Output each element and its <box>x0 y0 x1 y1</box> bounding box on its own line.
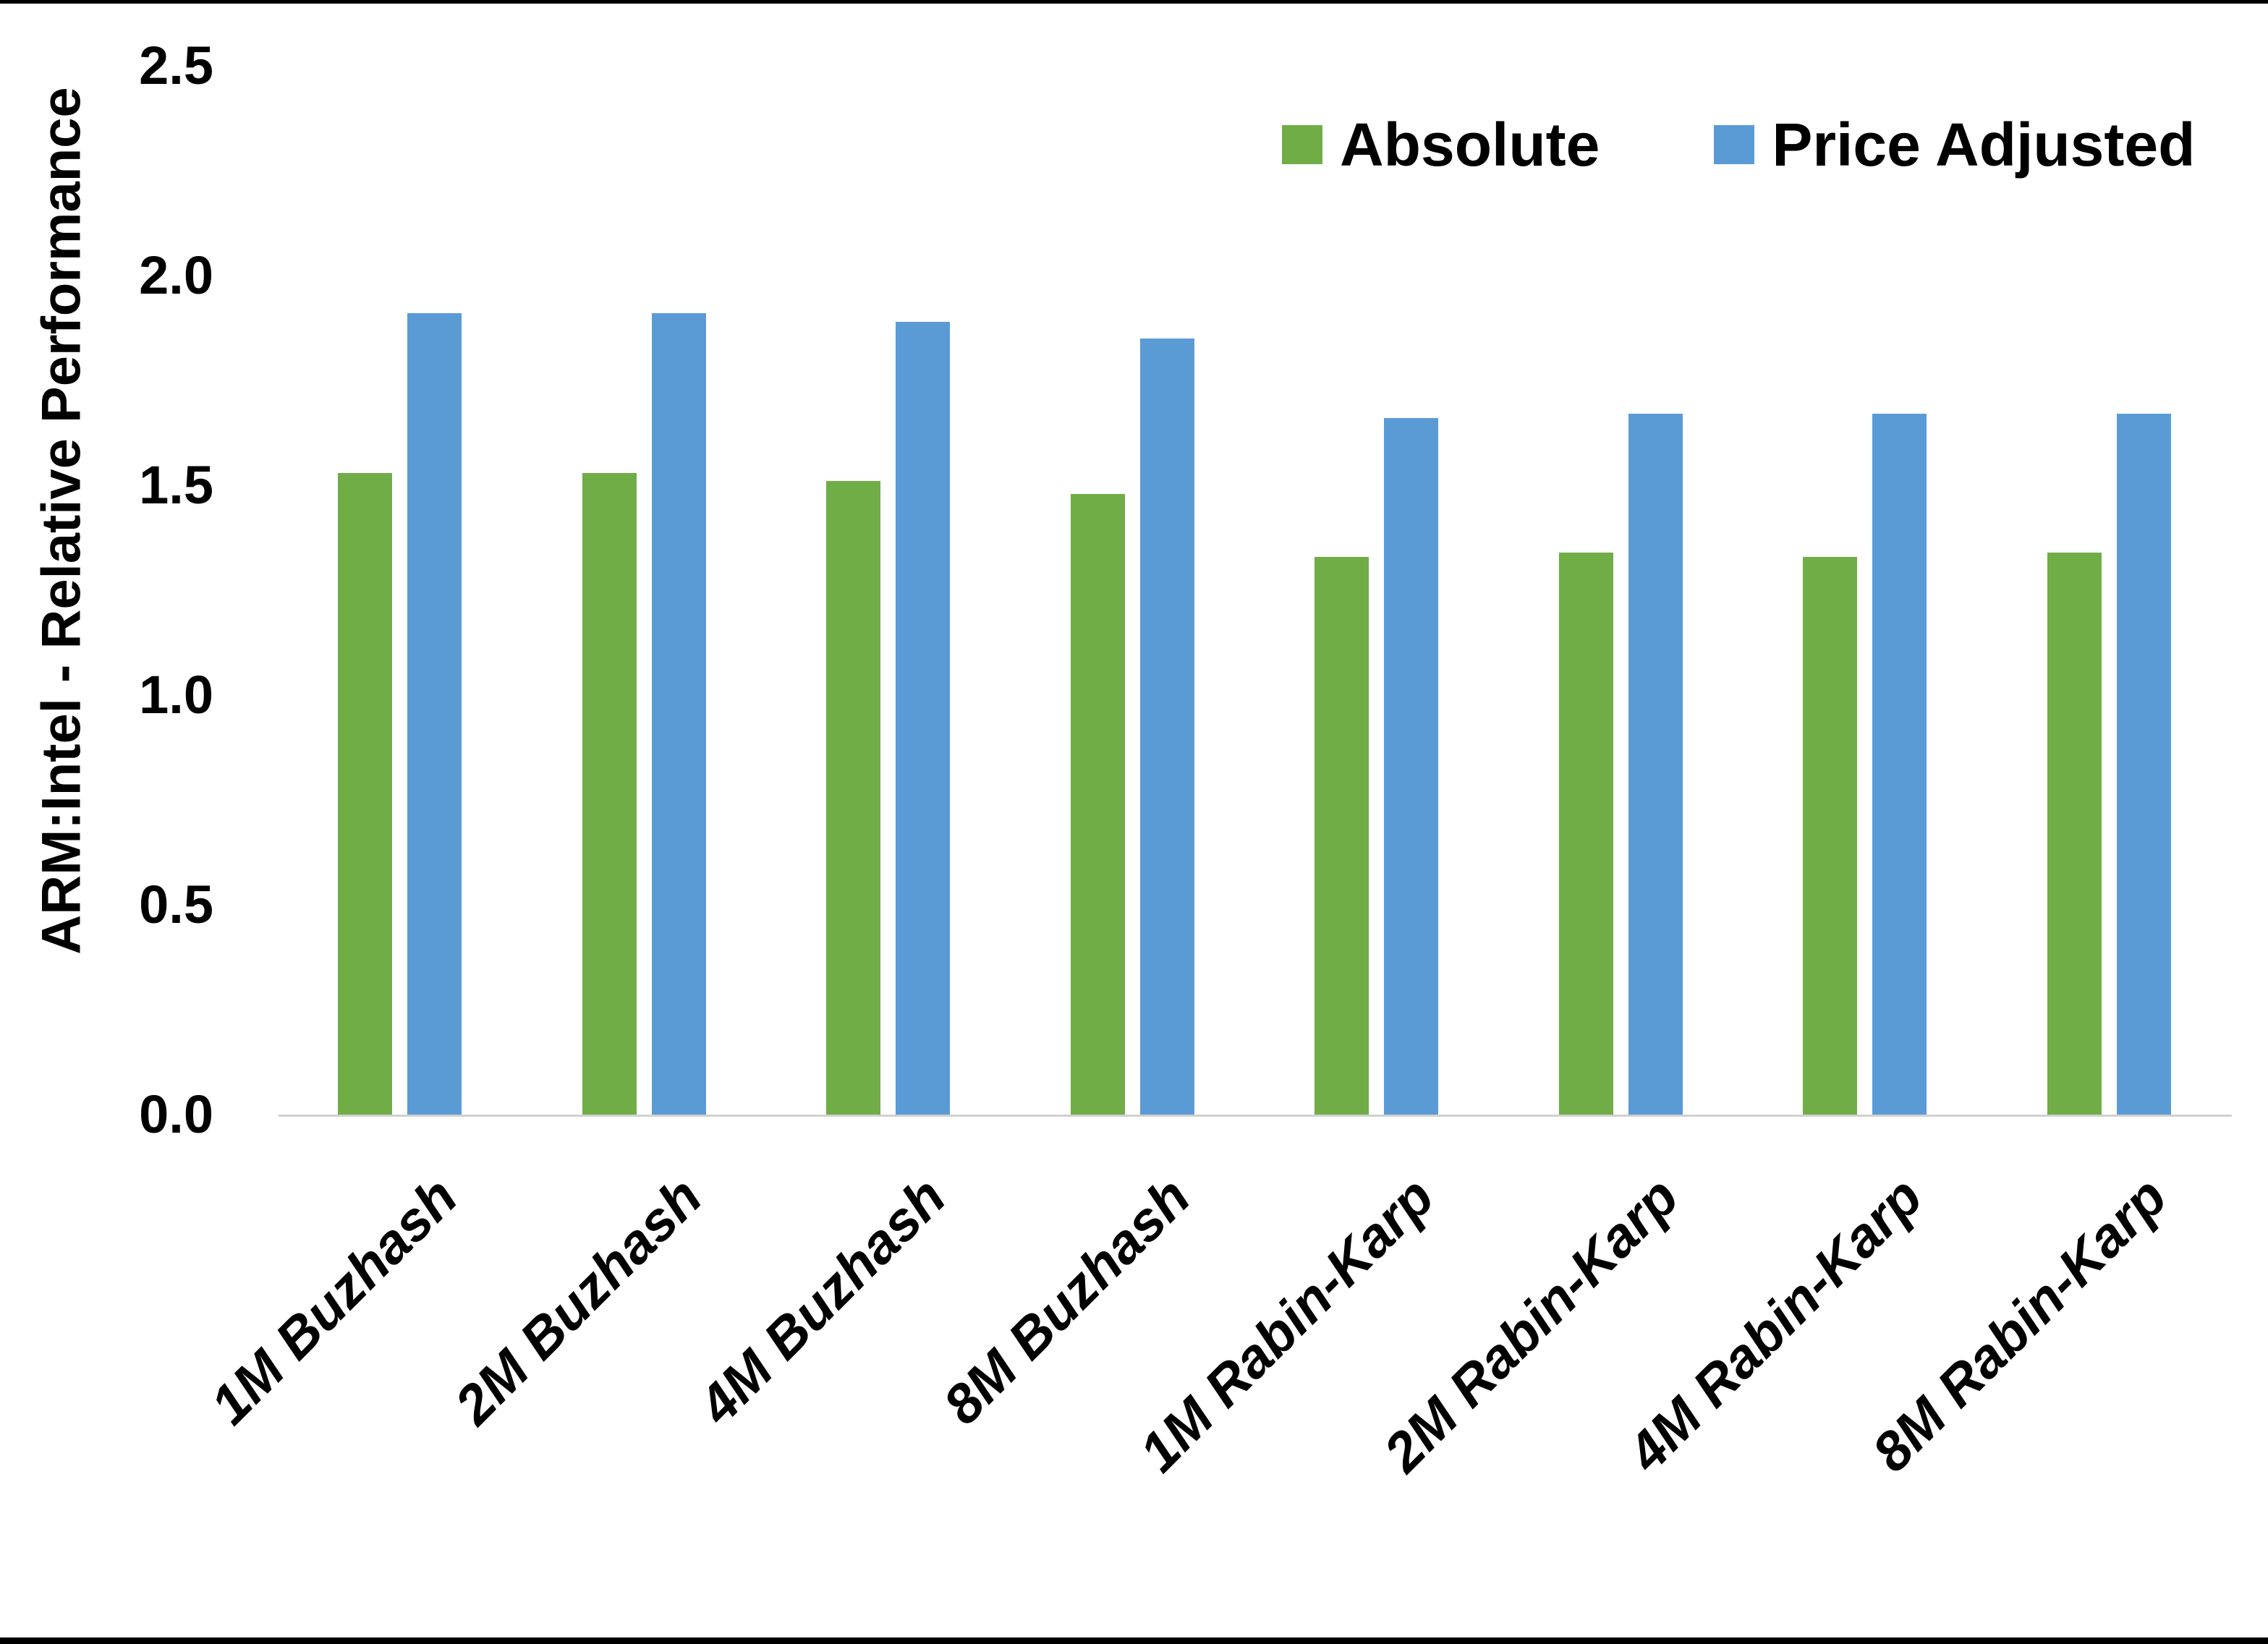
bar-price-adjusted-1m-rabin-karp <box>1384 418 1439 1115</box>
bar-absolute-1m-rabin-karp <box>1314 556 1369 1115</box>
x-category-label-8m-buzhash: 8M Buzhash <box>931 1166 1202 1436</box>
legend-swatch-price-adjusted <box>1714 125 1755 164</box>
bar-absolute-2m-buzhash <box>582 472 637 1115</box>
legend-item-absolute: Absolute <box>1282 108 1600 181</box>
x-axis-line <box>279 1115 2232 1117</box>
y-tick-label-1.5: 1.5 <box>139 455 213 515</box>
legend-item-price-adjusted: Price Adjusted <box>1714 108 2195 181</box>
y-tick-label-2.0: 2.0 <box>139 245 213 305</box>
y-axis-title: ARM:Intel - Relative Performance <box>30 87 93 955</box>
bar-price-adjusted-2m-rabin-karp <box>1628 414 1683 1115</box>
x-category-label-2m-buzhash: 2M Buzhash <box>443 1166 714 1436</box>
bar-price-adjusted-4m-buzhash <box>896 321 951 1115</box>
x-category-label-4m-buzhash: 4M Buzhash <box>687 1166 958 1436</box>
legend: Absolute Price Adjusted <box>1282 108 2195 181</box>
bar-absolute-2m-rabin-karp <box>1558 552 1613 1115</box>
bar-absolute-8m-rabin-karp <box>2047 552 2102 1115</box>
y-tick-label-1.0: 1.0 <box>139 665 213 725</box>
legend-label-price-adjusted: Price Adjusted <box>1772 111 2196 179</box>
bar-absolute-4m-buzhash <box>826 481 881 1115</box>
bar-price-adjusted-4m-rabin-karp <box>1872 414 1927 1115</box>
bar-absolute-4m-rabin-karp <box>1803 556 1858 1115</box>
bar-price-adjusted-2m-buzhash <box>651 313 706 1115</box>
bar-price-adjusted-8m-buzhash <box>1139 338 1194 1115</box>
bar-absolute-1m-buzhash <box>338 472 393 1115</box>
y-tick-label-0.0: 0.0 <box>139 1084 213 1144</box>
plot-area <box>279 66 2232 1115</box>
legend-label-absolute: Absolute <box>1340 111 1600 179</box>
y-tick-label-0.5: 0.5 <box>139 874 213 934</box>
bar-price-adjusted-8m-rabin-karp <box>2116 414 2171 1115</box>
x-category-label-1m-buzhash: 1M Buzhash <box>199 1166 470 1436</box>
frame-bottom-bar <box>0 1637 2268 1644</box>
bar-absolute-8m-buzhash <box>1070 493 1125 1115</box>
frame-top-border <box>0 0 2268 4</box>
legend-swatch-absolute <box>1282 125 1322 164</box>
y-tick-label-2.5: 2.5 <box>139 35 213 95</box>
bar-price-adjusted-1m-buzhash <box>407 313 462 1115</box>
